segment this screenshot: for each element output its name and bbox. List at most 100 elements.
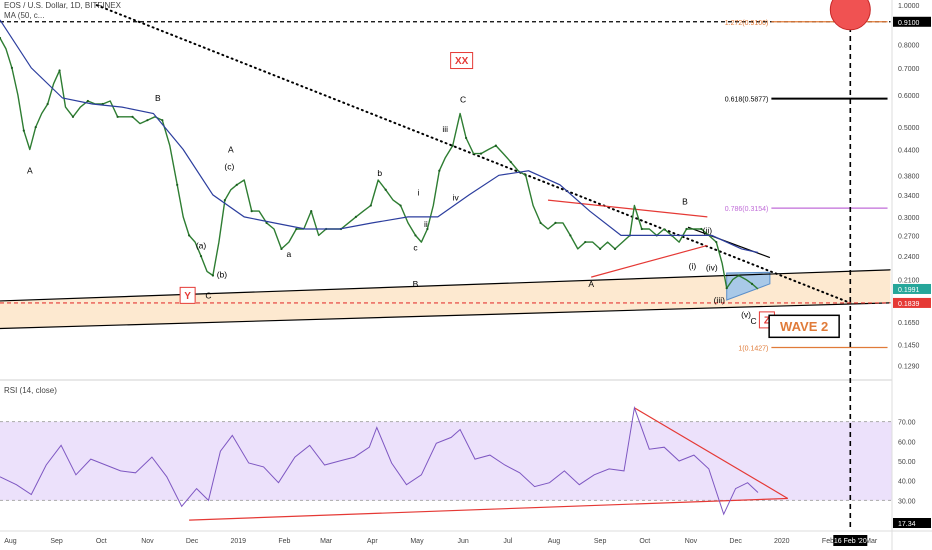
annotation-box	[768, 314, 840, 339]
time-tick-label: Feb	[822, 538, 834, 545]
ma-series	[0, 19, 759, 254]
channel-fill	[0, 269, 891, 329]
wave-label: (iii)	[714, 295, 725, 305]
price-point	[199, 255, 203, 258]
price-tick-label: 0.2700	[898, 233, 920, 240]
price-tick-label: 0.8000	[898, 42, 920, 49]
time-tick-label: Dec	[729, 538, 742, 545]
time-tick-label: Dec	[186, 538, 199, 545]
price-point	[310, 210, 313, 213]
wave-label: c	[413, 243, 418, 253]
price-point	[176, 183, 179, 186]
price-badge-label: 0.9100	[898, 20, 920, 27]
price-tick-label: 0.1650	[898, 320, 920, 327]
price-point	[479, 152, 483, 155]
wave-label: C	[205, 290, 211, 300]
price-point	[86, 99, 89, 103]
wave-label: (iv)	[706, 262, 718, 272]
wave-label: (v)	[741, 310, 751, 320]
fib-label-2: 0.786(0.3154)	[725, 206, 769, 213]
price-point	[116, 115, 119, 118]
wave-label: B	[413, 279, 419, 289]
rsi-tick-label: 70.00	[898, 420, 916, 427]
wave-label: (c)	[224, 161, 234, 171]
price-tick-label: 0.3800	[898, 173, 920, 180]
wave-label: C	[460, 94, 466, 104]
price-point	[554, 221, 557, 224]
time-tick-label: Mar	[320, 538, 333, 545]
wave-label: a	[287, 249, 292, 259]
price-point	[161, 119, 164, 122]
time-tick-label: Nov	[141, 538, 154, 545]
time-tick-label: Jun	[457, 538, 468, 545]
wave-label: B	[682, 197, 688, 207]
wave-label: C	[750, 316, 756, 326]
price-point	[438, 169, 441, 172]
price-point	[725, 287, 728, 290]
wave-label: A	[27, 166, 33, 176]
price-point	[715, 240, 718, 244]
price-tick-label: 1.0000	[898, 3, 920, 10]
time-tick-label: Oct	[639, 538, 650, 545]
time-tick-label: Sep	[594, 538, 607, 545]
time-tick-label: 2020	[774, 538, 790, 545]
wave-label: WAVE 2	[780, 319, 828, 334]
time-tick-label: Sep	[50, 538, 63, 545]
trendline-channel-lower	[0, 302, 891, 330]
price-point	[685, 227, 688, 231]
price-point	[750, 282, 754, 285]
wedge-fill	[726, 271, 771, 301]
wave-label: XX	[455, 56, 469, 67]
price-badge-label: 0.1839	[898, 301, 920, 308]
annotation-box	[450, 52, 474, 70]
price-point	[640, 227, 643, 231]
price-point	[539, 221, 542, 224]
time-badge	[833, 535, 868, 546]
rsi-tick-label: 60.00	[898, 439, 916, 446]
price-point	[235, 183, 238, 186]
wave-label: B	[155, 93, 161, 103]
time-badge-label: 16 Feb '20	[834, 538, 867, 545]
rsi-tick-label: 30.00	[898, 498, 916, 505]
price-badge	[893, 283, 931, 294]
price-point	[10, 66, 14, 70]
time-tick-label: May	[410, 538, 424, 545]
wave-label: A	[588, 279, 594, 289]
wave-label: (b)	[217, 270, 228, 280]
price-point	[426, 227, 429, 231]
price-badge	[893, 297, 931, 308]
rsi-tick-label: 50.00	[898, 459, 916, 466]
price-point	[569, 234, 572, 237]
price-point	[399, 204, 402, 207]
rsi-tick-label: 40.00	[898, 479, 916, 486]
price-point	[146, 119, 149, 122]
price-point	[46, 102, 49, 106]
price-point	[295, 227, 298, 231]
price-point	[223, 199, 226, 202]
fib-label-3: 1(0.1427)	[738, 346, 768, 353]
price-point	[58, 69, 61, 72]
wave-label: Z	[764, 315, 770, 326]
wave-label: iv	[453, 192, 460, 202]
price-point	[599, 247, 602, 251]
wave-label: (i)	[689, 261, 697, 271]
target-circle	[829, 0, 871, 31]
wave-label: A	[228, 145, 234, 155]
price-badge	[893, 16, 931, 27]
symbol-header: EOS / U.S. Dollar, 1D, BITFINEX	[4, 1, 121, 10]
wave-label: iii	[442, 124, 448, 134]
price-tick-label: 0.6000	[898, 93, 920, 100]
annotation-box	[179, 286, 196, 304]
trendline-channel-upper	[0, 269, 891, 302]
rsi-series	[0, 405, 759, 516]
price-point	[354, 215, 358, 218]
price-point	[0, 36, 2, 40]
wave-label: Y	[184, 291, 191, 302]
time-tick-label: Jul	[503, 538, 512, 545]
price-tick-label: 0.2400	[898, 254, 920, 261]
price-tick-label: 0.7000	[898, 66, 920, 73]
wave-label: b	[377, 168, 382, 178]
time-tick-label: Mar	[865, 538, 878, 545]
